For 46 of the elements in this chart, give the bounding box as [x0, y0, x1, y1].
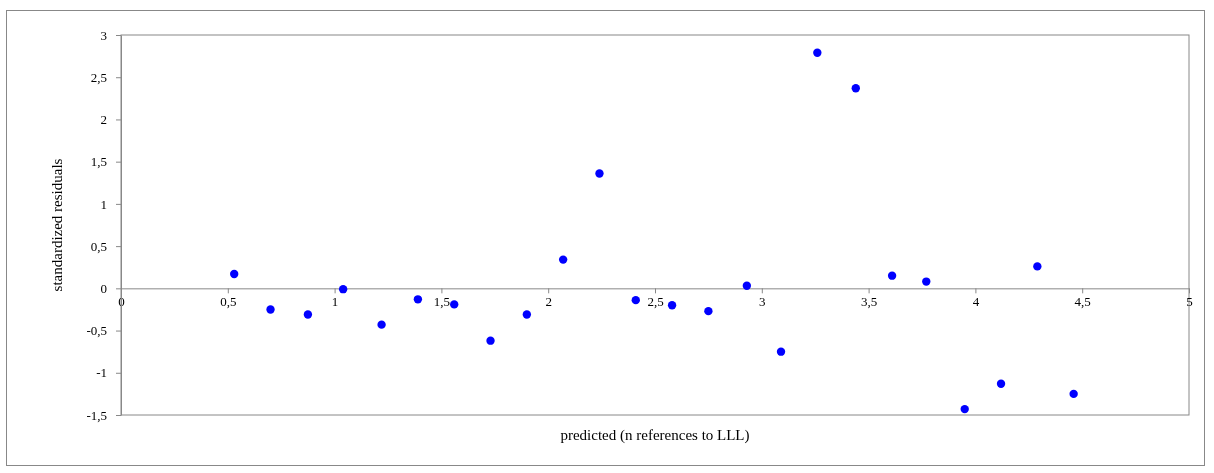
point — [413, 295, 423, 304]
y-tick-label: 3 — [100, 27, 107, 43]
point — [266, 305, 275, 314]
x-tick-label: 2,5 — [647, 293, 664, 309]
point — [1069, 389, 1078, 399]
point — [960, 404, 969, 414]
point — [922, 277, 931, 286]
point — [631, 295, 640, 305]
point — [813, 48, 822, 57]
x-tick-label: 0,5 — [220, 293, 237, 309]
x-tick-label: 3 — [759, 293, 766, 309]
point — [558, 255, 568, 264]
point — [887, 271, 897, 280]
x-tick-label: 3,5 — [860, 293, 878, 309]
point — [742, 281, 752, 290]
point — [996, 379, 1006, 388]
y-tick-label: -1,5 — [86, 407, 107, 423]
point — [486, 336, 495, 345]
point — [303, 310, 313, 319]
point — [522, 310, 532, 319]
point — [704, 306, 713, 316]
y-tick-label: -1 — [96, 365, 107, 381]
point — [338, 285, 348, 294]
point — [450, 300, 459, 309]
point — [230, 269, 239, 279]
point — [377, 320, 386, 329]
point — [595, 169, 604, 178]
x-tick-label: 1 — [331, 293, 339, 309]
x-tick-label: 1,5 — [433, 293, 451, 309]
y-tick-label: 1,5 — [90, 154, 107, 170]
point — [1033, 262, 1042, 271]
y-axis-title: standardized residuals — [49, 158, 65, 292]
point — [776, 347, 786, 356]
x-tick-label: 2 — [545, 293, 552, 309]
x-axis-title: predicted (n references to LLL) — [560, 427, 750, 444]
x-tick-label: 4 — [972, 293, 980, 309]
x-tick-label: 5 — [1186, 293, 1193, 309]
point — [667, 301, 677, 310]
y-tick-label: 2,5 — [90, 69, 107, 85]
point — [851, 84, 860, 93]
y-tick-label: 1 — [100, 196, 107, 212]
x-tick-label: 4,5 — [1074, 293, 1091, 309]
y-tick-label: 2 — [100, 112, 107, 128]
y-tick-label: 0,5 — [90, 238, 107, 254]
y-tick-label: 0 — [100, 280, 107, 296]
y-tick-label: -0,5 — [86, 323, 107, 339]
